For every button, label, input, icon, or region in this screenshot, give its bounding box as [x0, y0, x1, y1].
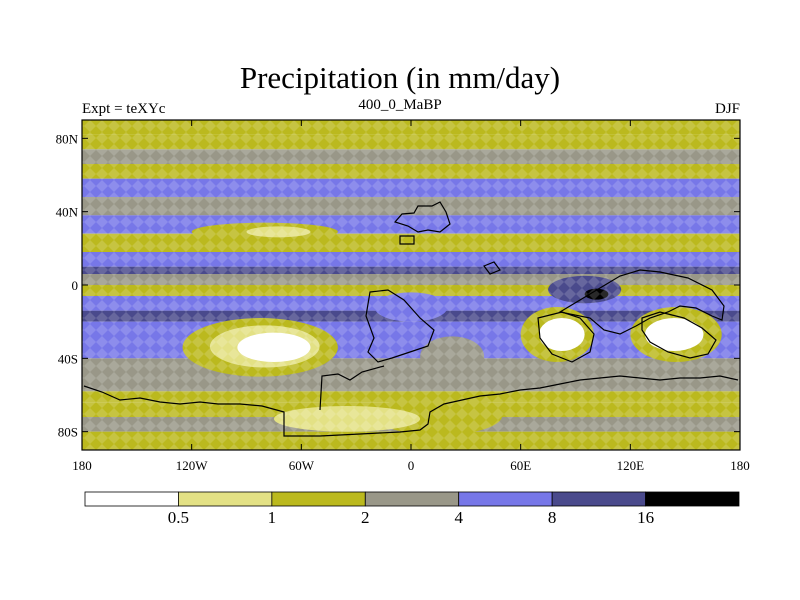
colorbar-label-2: 2	[361, 508, 370, 527]
colorbar-label-5: 16	[637, 508, 654, 527]
colorbar-swatch-0	[84, 491, 179, 507]
coastlines	[83, 201, 739, 437]
colorbar-label-1: 1	[268, 508, 277, 527]
coastline-australia	[641, 311, 717, 359]
colorbar-label-3: 4	[454, 508, 463, 527]
y-tick-label-1: 40N	[56, 205, 79, 220]
coastline-island	[483, 261, 501, 275]
coastline-antarctica	[83, 375, 739, 437]
colorbar-swatch-6	[645, 491, 740, 507]
y-tick-label-4: 80S	[58, 425, 78, 440]
colorbar-swatch-1	[178, 491, 273, 507]
chart-title: Precipitation (in mm/day)	[239, 60, 561, 95]
x-tick-label-2: 60W	[289, 458, 315, 473]
stipple-overlay	[82, 120, 740, 450]
y-tick-label-3: 40S	[58, 351, 78, 366]
x-tick-label-0: 180	[72, 458, 92, 473]
coastline-island-2	[399, 235, 415, 245]
experiment-label: Expt = teXYc	[82, 101, 166, 117]
colorbar-swatch-2	[271, 491, 366, 507]
coastline-south-america	[365, 289, 435, 363]
colorbar-swatch-3	[364, 491, 460, 507]
colorbar-label-4: 8	[548, 508, 557, 527]
coastline-north-america	[393, 201, 451, 233]
colorbar-label-0: 0.5	[168, 508, 189, 527]
coastline-weddell	[319, 365, 385, 411]
x-tick-label-5: 120E	[617, 458, 645, 473]
x-tick-label-1: 120W	[176, 458, 209, 473]
coastline-asia	[558, 269, 725, 335]
y-tick-label-2: 0	[72, 278, 79, 293]
period-label: 400_0_MaBP	[358, 97, 442, 113]
colorbar-swatch-5	[551, 491, 646, 507]
x-tick-label-6: 180	[730, 458, 750, 473]
x-tick-label-3: 0	[408, 458, 415, 473]
x-tick-label-4: 60E	[510, 458, 531, 473]
season-label: DJF	[714, 101, 740, 117]
colorbar-swatch-4	[458, 491, 553, 507]
y-tick-label-0: 80N	[56, 131, 79, 146]
